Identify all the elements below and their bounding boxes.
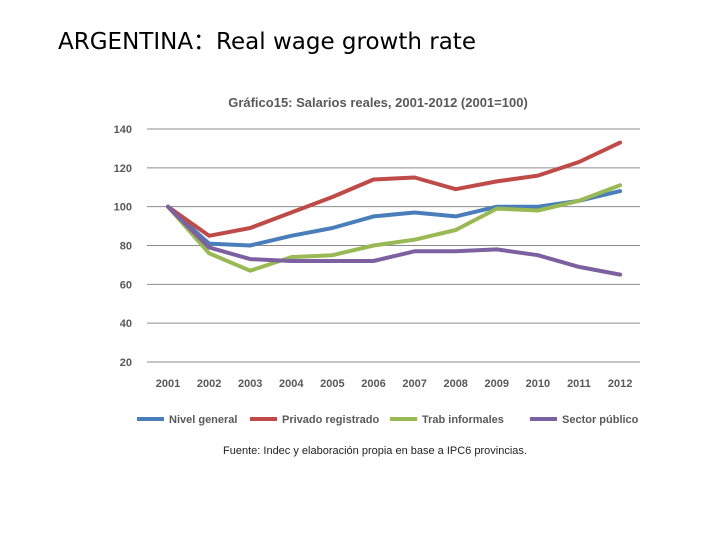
- y-tick-label: 80: [120, 241, 132, 253]
- legend-label: Privado registrado: [282, 414, 379, 426]
- x-tick-label: 2011: [567, 378, 591, 390]
- series-line-trab-informales: [166, 183, 623, 273]
- x-tick-label: 2009: [485, 378, 509, 390]
- x-axis-ticks: 2001 2002 2003 2004 2005 2006 2007 2008 2009 2010…: [156, 378, 633, 390]
- x-tick-label: 2004: [279, 378, 304, 390]
- x-tick-label: 2001: [156, 378, 180, 390]
- chart-title: Gráfico15: Salarios reales, 2001-2012 (2…: [228, 95, 528, 110]
- x-tick-label: 2002: [197, 378, 221, 390]
- x-tick-label: 2010: [526, 378, 550, 390]
- y-tick-label: 100: [114, 202, 132, 214]
- x-tick-label: 2005: [320, 378, 344, 390]
- legend-label: Sector público: [562, 414, 639, 426]
- slide-title: ARGENTINA：Real wage growth rate: [58, 29, 476, 55]
- series-lines: [166, 140, 623, 277]
- x-tick-label: 2006: [361, 378, 385, 390]
- x-tick-label: 2007: [402, 378, 426, 390]
- series-line-nivel-general: [166, 189, 623, 248]
- y-tick-label: 60: [120, 279, 132, 291]
- legend-label: Trab informales: [422, 414, 504, 426]
- x-tick-label: 2008: [443, 378, 467, 390]
- x-tick-label: 2012: [608, 378, 632, 390]
- y-tick-label: 120: [114, 163, 132, 175]
- x-tick-label: 2003: [238, 378, 262, 390]
- y-tick-label: 40: [120, 318, 132, 330]
- series-line-privado-registrado: [166, 140, 623, 238]
- y-tick-label: 140: [114, 124, 132, 136]
- y-tick-label: 20: [120, 357, 132, 369]
- y-axis-ticks: 20 40 60 80 100 120 140: [114, 124, 132, 369]
- legend: Nivel general Privado registrado Trab info…: [137, 414, 639, 426]
- series-line-sector-publico: [166, 204, 623, 277]
- legend-label: Nivel general: [169, 414, 237, 426]
- chart-source-note: Fuente: Indec y elaboración propia en ba…: [223, 445, 527, 457]
